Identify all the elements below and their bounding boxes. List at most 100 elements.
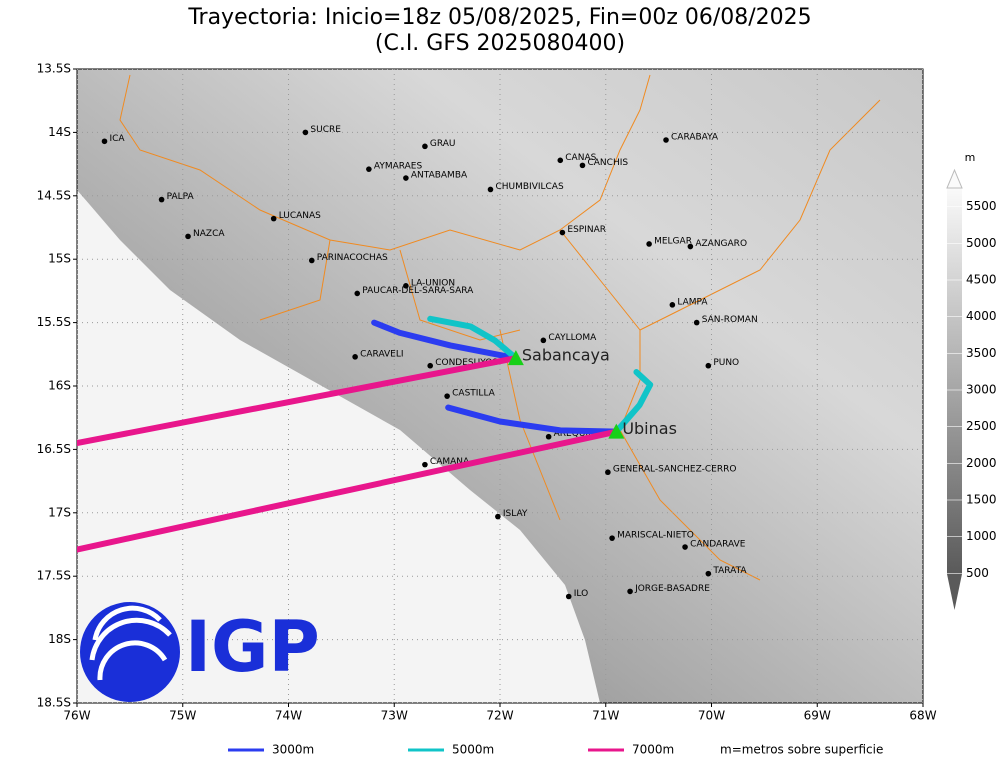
place-label: ICA [109, 134, 125, 144]
place-dot [559, 229, 566, 236]
x-tick-label: 75W [169, 709, 196, 723]
y-tick-label: 13.5S [37, 62, 71, 76]
x-tick-label: 69W [804, 709, 831, 723]
colorbar-unit: m [965, 151, 976, 164]
title: Trayectoria: Inicio=18z 05/08/2025, Fin=… [187, 5, 811, 30]
place-label: GRAU [430, 139, 456, 149]
place-label: TARATA [712, 566, 747, 576]
place-dot [101, 138, 108, 145]
place-dot [565, 593, 572, 600]
colorbar-label: 3000 [966, 383, 997, 397]
y-tick-label: 18S [48, 632, 71, 646]
x-tick-label: 68W [909, 709, 936, 723]
place-dot [354, 290, 361, 297]
y-tick-label: 14S [48, 125, 71, 139]
place-label: SUCRE [310, 125, 341, 135]
logo: IGP [80, 602, 320, 702]
volcano [608, 423, 625, 439]
x-tick-label: 74W [275, 709, 302, 723]
colorbar-bottom [947, 574, 962, 610]
place-label: PUNO [713, 358, 739, 368]
place-label: SAN-ROMAN [702, 315, 758, 325]
y-tick-label: 18.5S [37, 696, 71, 710]
place-dot [352, 354, 358, 360]
colorbar-label: 500 [966, 566, 989, 580]
y-tick-label: 17.5S [37, 569, 71, 583]
place-dot [403, 283, 409, 289]
place-dot [646, 241, 652, 247]
place-label: LUCANAS [279, 211, 321, 221]
place-label: ANTABAMBA [411, 171, 468, 181]
place-label: MARISCAL-NIETO [617, 531, 694, 541]
logo-text: IGP [185, 606, 320, 688]
colorbar [947, 188, 962, 574]
volcano-label: Sabancaya [522, 346, 610, 365]
y-tick-label: 15S [48, 252, 71, 266]
place-label: PALPA [167, 192, 195, 202]
place-label: CARABAYA [671, 133, 719, 143]
place-dot [422, 461, 428, 468]
place-label: CAMANA [430, 457, 470, 467]
place-dot [185, 233, 191, 240]
trajectory [427, 315, 519, 362]
place-dot [308, 257, 315, 264]
colorbar-label: 3500 [966, 346, 997, 360]
y-tick-label: 16.5S [37, 442, 71, 456]
volcano-label: Ubinas [622, 419, 677, 438]
place-dot [545, 433, 552, 440]
place-dot [687, 243, 694, 250]
place-dot [605, 469, 611, 476]
place-label: CAYLLOMA [548, 333, 597, 343]
place-label: AREQUIPA [554, 429, 600, 439]
place-label: JORGE-BASADRE [634, 584, 710, 594]
place-label: LAMPA [677, 297, 708, 307]
volcano [507, 350, 524, 366]
place-dot [557, 157, 564, 164]
trajectory [445, 404, 620, 435]
x-tick-label: 73W [381, 709, 408, 723]
place-label: CANAS [565, 153, 596, 163]
place-label: GENERAL-SANCHEZ-CERRO [613, 465, 737, 475]
place-label: ESPINAR [567, 225, 606, 235]
x-tick-label: 71W [592, 709, 619, 723]
place-dot [609, 535, 615, 541]
place-label: LA-UNION [411, 278, 455, 288]
place-label: CANCHIS [587, 158, 628, 168]
place-dot [627, 588, 633, 595]
place-label: PAUCAR-DEL-SARA-SARA [362, 286, 474, 296]
colorbar-label: 2000 [966, 456, 997, 470]
place-label: CARAVELI [360, 349, 403, 359]
place-dot [669, 302, 676, 308]
trajectory [77, 428, 620, 553]
y-tick-label: 14.5S [37, 188, 71, 202]
place-dot [579, 162, 586, 169]
trajectory [613, 369, 654, 435]
legend-label: 7000m [632, 743, 674, 757]
place-dot [693, 319, 700, 326]
place-label: AZANGARO [695, 239, 747, 249]
place-dot [487, 186, 494, 193]
place-dot [422, 143, 428, 150]
colorbar-label: 1500 [966, 493, 997, 507]
place-label: CHUMBIVILCAS [495, 182, 563, 192]
place-dot [366, 166, 372, 172]
y-tick-label: 17S [48, 505, 71, 519]
x-tick-label: 70W [698, 709, 725, 723]
y-tick-label: 16S [48, 379, 71, 393]
place-label: PARINACOCHAS [317, 253, 388, 263]
colorbar-label: 4000 [966, 309, 997, 323]
place-dot [403, 175, 409, 181]
colorbar-label: 5500 [966, 199, 997, 213]
place-dot [705, 362, 712, 369]
note: m=metros sobre superficie [720, 743, 883, 757]
colorbar-label: 1000 [966, 529, 997, 543]
place-dot [705, 570, 712, 577]
place-dot [444, 393, 450, 399]
place-dot [540, 337, 547, 344]
x-tick-label: 76W [63, 709, 90, 723]
legend-label: 5000m [452, 743, 494, 757]
place-label: CANDARAVE [690, 540, 746, 550]
place-label: CASTILLA [452, 389, 496, 399]
